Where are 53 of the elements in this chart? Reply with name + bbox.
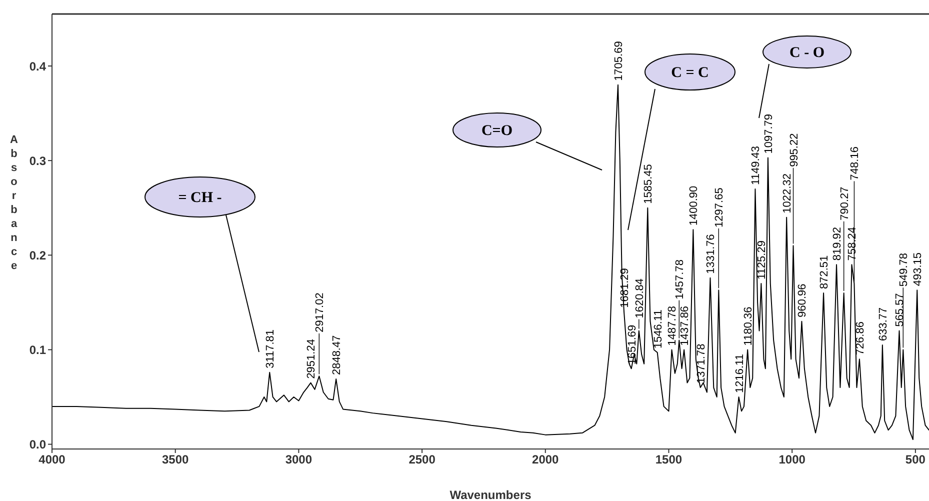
- annotation: 1437.86: [679, 306, 692, 346]
- annotation: 790.27: [838, 186, 851, 220]
- x-tick-label: 2500: [408, 452, 436, 467]
- annotation: 1180.36: [742, 306, 755, 346]
- text: Absorbance: [10, 134, 18, 272]
- annotation: 1651.69: [626, 324, 638, 365]
- x-tick-label: 3000: [285, 452, 312, 467]
- annotation: 872.51: [818, 255, 831, 289]
- x-tick-label: 1000: [778, 452, 806, 467]
- y-tick-label: 0.2: [29, 248, 46, 262]
- annotation: 1125.29: [756, 240, 768, 280]
- annotation: 1705.69: [612, 41, 625, 81]
- annotation: 493.15: [912, 252, 924, 286]
- x-tick-label: 4000: [38, 452, 66, 467]
- annotation: 1546.11: [652, 310, 664, 349]
- annotation: 1585.45: [642, 164, 655, 204]
- annotation: 960.96: [796, 284, 809, 318]
- annotation: 748.16: [849, 146, 862, 180]
- x-tick-label: 2000: [532, 452, 560, 467]
- x-tick-label: 1500: [655, 452, 682, 467]
- annotation: 549.78: [898, 252, 910, 287]
- annotation: 1216.11: [734, 354, 746, 393]
- annotation: 1297.65: [714, 188, 726, 228]
- annotation: 2917.02: [314, 292, 326, 332]
- annotation: 3117.81: [264, 329, 277, 368]
- annotation: 1400.90: [688, 186, 700, 226]
- annotation: 758.24: [846, 226, 859, 261]
- annotation: 819.92: [832, 226, 844, 261]
- annotation: 1620.84: [634, 278, 646, 318]
- annotation: C = C: [671, 65, 709, 81]
- annotation: 2848.47: [331, 335, 344, 376]
- annotation: 1097.79: [762, 114, 775, 154]
- annotation: C=O: [481, 123, 513, 139]
- annotation: 1331.76: [705, 234, 718, 274]
- annotation: 1457.78: [674, 260, 686, 300]
- annotation: 1487.78: [666, 306, 679, 346]
- annotation: C - O: [790, 45, 824, 61]
- annotation: 2951.24: [306, 339, 318, 379]
- annotation: 1149.43: [750, 146, 762, 185]
- annotation: 726.86: [854, 322, 866, 356]
- y-tick-label: 0.0: [29, 438, 46, 452]
- annotation: = CH -: [178, 190, 222, 206]
- annotation: 633.77: [877, 307, 890, 341]
- x-axis-title: Wavenumbers: [450, 488, 532, 501]
- y-tick-label: 0.3: [29, 154, 46, 168]
- annotation: 1371.78: [695, 344, 708, 384]
- x-tick-label: 3500: [162, 452, 190, 467]
- y-tick-label: 0.1: [29, 342, 46, 357]
- x-tick-label: 500: [905, 452, 926, 467]
- annotation: 995.22: [788, 133, 800, 167]
- annotation: 1022.32: [782, 174, 794, 214]
- y-tick-label: 0.4: [29, 59, 46, 74]
- annotation: 565.57: [894, 293, 906, 327]
